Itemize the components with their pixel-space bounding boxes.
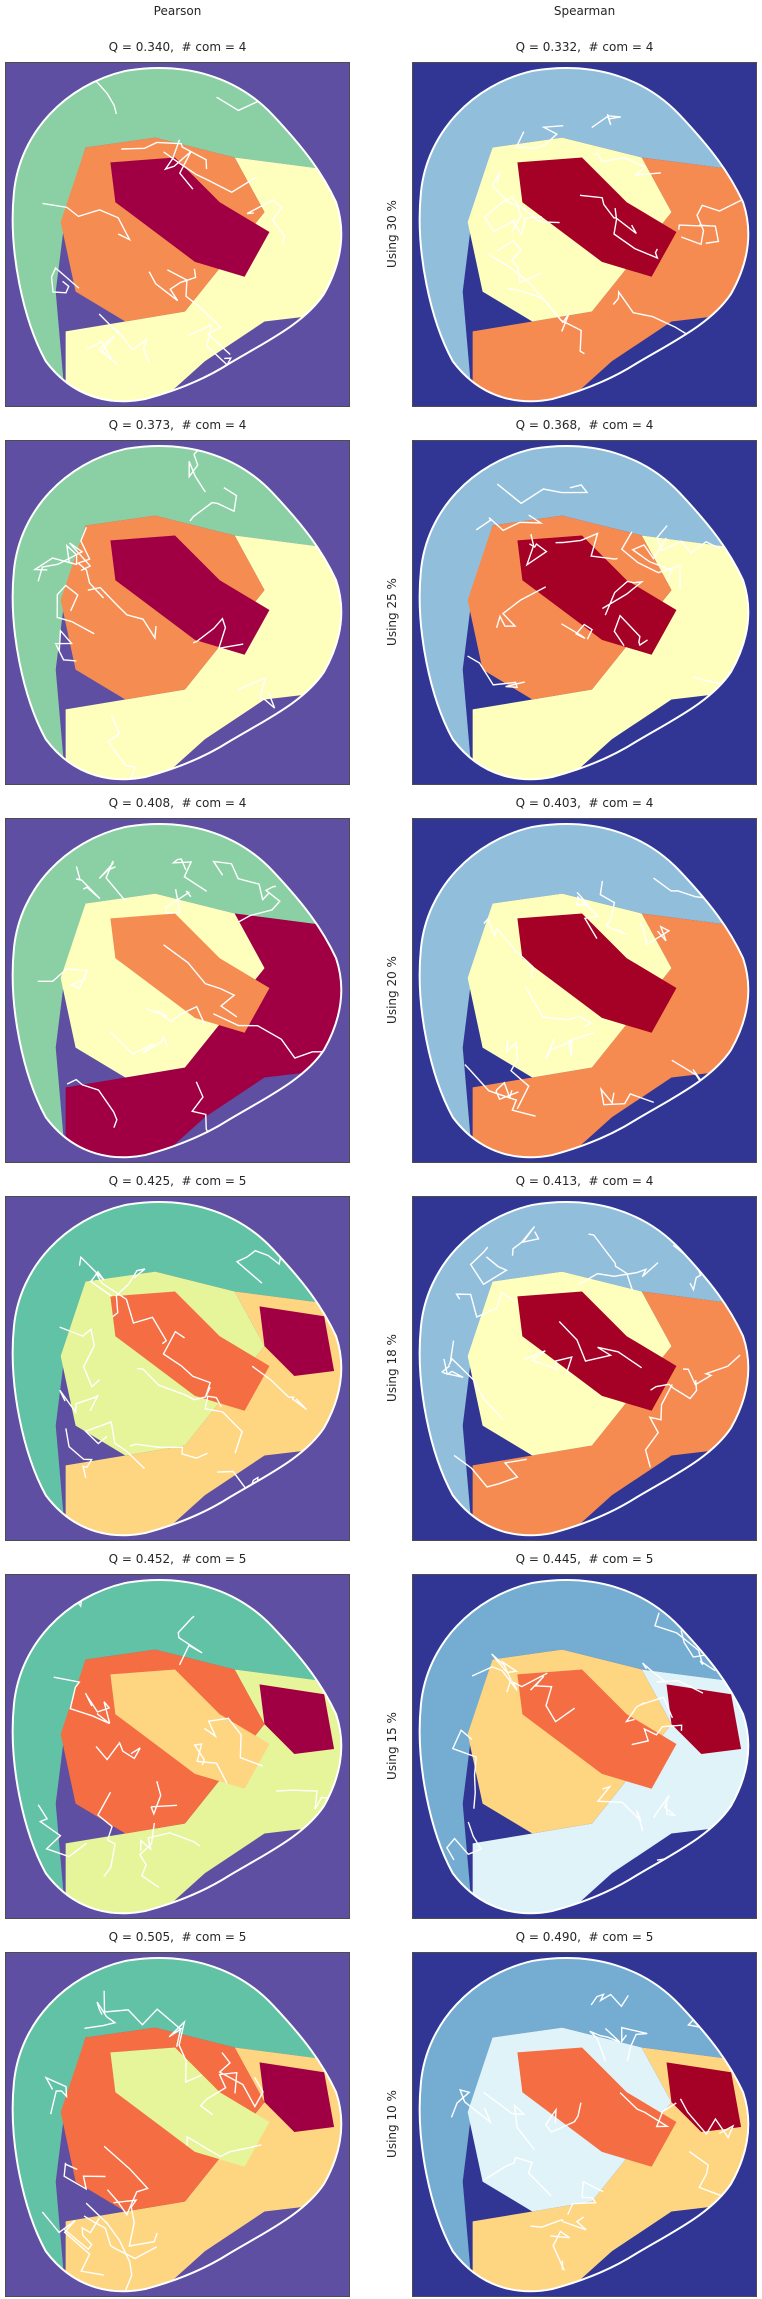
row-label: Using 18 % [385,1334,399,1402]
brain-community-map [5,1574,350,1919]
brain-community-map [5,1952,350,2297]
panel-title: Q = 0.408, # com = 4 [5,796,350,810]
brain-community-map [5,1196,350,1541]
brain-slice-svg [413,819,756,1162]
brain-community-map [412,62,757,407]
row-label: Using 15 % [385,1712,399,1780]
row-label: Using 20 % [385,956,399,1024]
brain-slice-svg [413,1953,756,2296]
brain-slice-svg [413,441,756,784]
brain-slice-svg [413,1575,756,1918]
brain-community-map [412,1574,757,1919]
column-title-spearman: Spearman [412,4,757,18]
brain-community-map [412,818,757,1163]
row-label: Using 10 % [385,2090,399,2158]
brain-slice-svg [413,1197,756,1540]
brain-community-map [412,1196,757,1541]
brain-community-map [5,818,350,1163]
brain-slice-svg [6,819,349,1162]
panel-title: Q = 0.445, # com = 5 [412,1552,757,1566]
row-label: Using 25 % [385,578,399,646]
brain-community-map [5,62,350,407]
brain-community-map [412,440,757,785]
panel-title: Q = 0.403, # com = 4 [412,796,757,810]
row-label: Using 30 % [385,200,399,268]
brain-slice-svg [6,63,349,406]
panel-title: Q = 0.413, # com = 4 [412,1174,757,1188]
brain-slice-svg [6,1197,349,1540]
panel-title: Q = 0.452, # com = 5 [5,1552,350,1566]
brain-community-map [5,440,350,785]
brain-slice-svg [6,441,349,784]
brain-slice-svg [413,63,756,406]
column-title-pearson: Pearson [5,4,350,18]
panel-title: Q = 0.425, # com = 5 [5,1174,350,1188]
panel-title: Q = 0.368, # com = 4 [412,418,757,432]
panel-title: Q = 0.490, # com = 5 [412,1930,757,1944]
brain-slice-svg [6,1953,349,2296]
panel-title: Q = 0.340, # com = 4 [5,40,350,54]
panel-title: Q = 0.332, # com = 4 [412,40,757,54]
panel-title: Q = 0.373, # com = 4 [5,418,350,432]
brain-slice-svg [6,1575,349,1918]
brain-community-map [412,1952,757,2297]
panel-title: Q = 0.505, # com = 5 [5,1930,350,1944]
